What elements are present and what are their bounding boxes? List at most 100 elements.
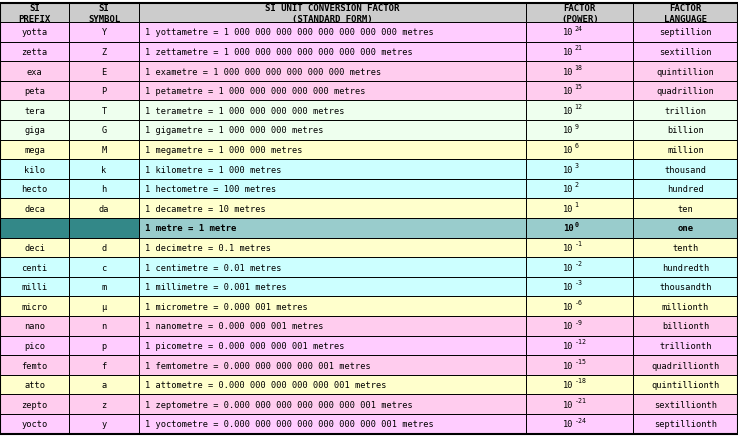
Text: Y: Y [101,28,107,37]
Text: 10: 10 [563,126,574,135]
Text: 10: 10 [563,204,574,213]
Text: -9: -9 [574,319,582,325]
Text: billion: billion [667,126,704,135]
Text: 10: 10 [563,380,574,389]
Text: 1 decimetre = 0.1 metres: 1 decimetre = 0.1 metres [145,244,271,252]
Text: -12: -12 [574,338,587,344]
Bar [69,4,139,23]
Bar [0,101,69,121]
Text: 10: 10 [563,400,574,409]
Text: 18: 18 [574,65,582,71]
Text: -15: -15 [574,358,587,364]
Text: nano: nano [24,321,45,331]
Text: SI
PREFIX: SI PREFIX [18,4,51,24]
Bar [139,140,526,160]
Bar [139,414,526,434]
Bar [0,414,69,434]
Bar [69,160,139,180]
Text: E: E [101,67,107,76]
Bar [633,414,738,434]
Text: 1 petametre = 1 000 000 000 000 000 metres: 1 petametre = 1 000 000 000 000 000 metr… [145,87,365,96]
Bar [633,277,738,297]
Bar [0,199,69,219]
Bar [69,316,139,336]
Bar [139,199,526,219]
Text: one: one [677,224,694,233]
Text: trillionth: trillionth [659,341,712,350]
Text: 6: 6 [574,143,579,149]
Bar [526,238,633,258]
Text: FACTOR
(POWER): FACTOR (POWER) [561,4,599,24]
Text: 10: 10 [563,244,574,252]
Text: 1 femtometre = 0.000 000 000 000 001 metres: 1 femtometre = 0.000 000 000 000 001 met… [145,361,370,370]
Text: tera: tera [24,106,45,116]
Text: atto: atto [24,380,45,389]
Text: h: h [101,185,107,194]
Text: quintillionth: quintillionth [652,380,720,389]
Text: k: k [101,165,107,174]
Bar [0,277,69,297]
Text: zepto: zepto [21,400,48,409]
Bar [0,160,69,180]
Bar [633,395,738,414]
Bar [633,258,738,277]
Bar [526,4,633,23]
Bar [0,258,69,277]
Bar [526,277,633,297]
Bar [69,180,139,199]
Bar [69,199,139,219]
Text: da: da [99,204,109,213]
Text: c: c [101,263,107,272]
Bar [69,82,139,101]
Bar [0,336,69,355]
Text: 1 yoctometre = 0.000 000 000 000 000 000 000 001 metres: 1 yoctometre = 0.000 000 000 000 000 000… [145,419,433,428]
Bar [633,375,738,395]
Bar [526,121,633,140]
Bar [633,140,738,160]
Bar [139,238,526,258]
Text: -6: -6 [574,299,582,305]
Bar [139,121,526,140]
Text: 1 decametre = 10 metres: 1 decametre = 10 metres [145,204,266,213]
Bar [0,23,69,42]
Text: FACTOR
LANGUAGE: FACTOR LANGUAGE [664,4,707,24]
Text: z: z [101,400,107,409]
Bar [0,316,69,336]
Text: 10: 10 [563,283,574,291]
Text: exa: exa [27,67,43,76]
Text: f: f [101,361,107,370]
Text: septillion: septillion [659,28,712,37]
Bar [526,140,633,160]
Text: 1: 1 [574,201,579,208]
Text: 10: 10 [563,341,574,350]
Text: 12: 12 [574,104,582,110]
Bar [0,238,69,258]
Bar [633,336,738,355]
Bar [139,101,526,121]
Bar [69,258,139,277]
Text: hundredth: hundredth [662,263,709,272]
Bar [526,62,633,82]
Text: trillion: trillion [665,106,706,116]
Text: yotta: yotta [21,28,48,37]
Text: 1 metre = 1 metre: 1 metre = 1 metre [145,224,236,233]
Text: 10: 10 [563,321,574,331]
Bar [0,180,69,199]
Bar [526,258,633,277]
Text: 1 zeptometre = 0.000 000 000 000 000 000 001 metres: 1 zeptometre = 0.000 000 000 000 000 000… [145,400,413,409]
Text: 10: 10 [563,106,574,116]
Bar [69,375,139,395]
Bar [526,219,633,238]
Bar [69,219,139,238]
Text: zetta: zetta [21,48,48,57]
Bar [526,297,633,316]
Text: 10: 10 [563,361,574,370]
Text: septillionth: septillionth [654,419,717,428]
Bar [633,62,738,82]
Text: -24: -24 [574,417,587,423]
Text: -21: -21 [574,397,587,403]
Text: sextillion: sextillion [659,48,712,57]
Text: y: y [101,419,107,428]
Text: SI UNIT CONVERSION FACTOR
(STANDARD FORM): SI UNIT CONVERSION FACTOR (STANDARD FORM… [265,4,400,24]
Text: 0: 0 [574,221,579,227]
